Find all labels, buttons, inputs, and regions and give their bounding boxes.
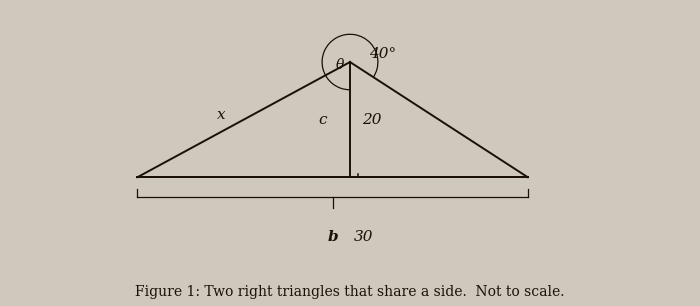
Text: c: c: [318, 113, 327, 127]
Text: 20: 20: [363, 113, 382, 127]
Text: b: b: [328, 230, 338, 244]
Text: 40°: 40°: [370, 47, 397, 62]
Text: θ: θ: [335, 58, 344, 72]
Text: Figure 1: Two right triangles that share a side.  Not to scale.: Figure 1: Two right triangles that share…: [135, 285, 565, 299]
Text: 30: 30: [354, 230, 373, 244]
Text: x: x: [217, 108, 225, 122]
